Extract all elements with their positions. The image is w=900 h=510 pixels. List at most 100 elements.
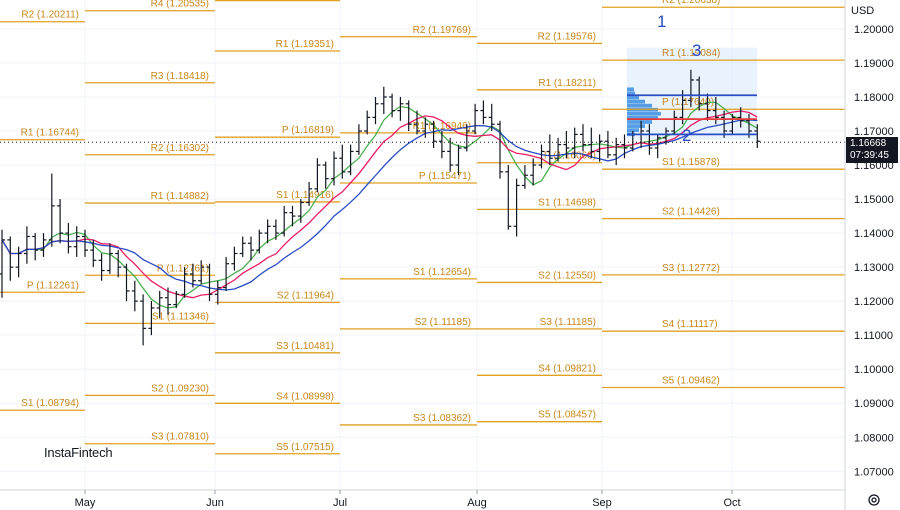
volume-profile-bar <box>627 99 645 104</box>
candle <box>248 236 254 261</box>
candle <box>721 110 728 138</box>
candle <box>289 205 296 227</box>
pivot-label: R2 (1.19576) <box>538 31 596 42</box>
candle <box>704 93 711 121</box>
price-tick-label: 1.12000 <box>854 296 894 308</box>
candle <box>156 290 163 319</box>
pivot-label: R3 (1.18418) <box>151 71 209 82</box>
candle <box>32 233 39 261</box>
pivot-label: S3 (1.10481) <box>276 341 334 352</box>
candle <box>571 127 578 159</box>
candle <box>438 131 445 159</box>
candle <box>347 144 354 176</box>
candle <box>488 103 495 132</box>
price-tick-label: 1.11000 <box>854 330 893 342</box>
pivot-label: S1 (1.08794) <box>21 398 79 409</box>
candle <box>621 134 628 159</box>
candle <box>331 151 337 186</box>
candle <box>546 134 553 166</box>
wave-label: 1 <box>657 12 666 31</box>
time-axis[interactable]: May Jun Jul Aug Sep Oct <box>0 489 845 509</box>
candle <box>123 263 130 302</box>
pivot-label: P (1.16819) <box>282 125 334 136</box>
volume-profile-area <box>627 47 757 140</box>
pivot-label: S5 (1.07515) <box>276 442 334 453</box>
price-tick-label: 1.13000 <box>854 262 894 274</box>
pivot-levels: R2 (1.20211) R1 (1.16744) P (1.12261) S1 (1… <box>0 0 845 455</box>
candle <box>90 239 97 268</box>
candle <box>131 280 138 312</box>
candle <box>314 158 321 193</box>
candle <box>98 253 105 281</box>
pivot-label: R1 (1.14882) <box>151 191 209 202</box>
pivot-label: S2 (1.12550) <box>538 270 596 281</box>
candle <box>173 290 180 308</box>
candle <box>339 144 346 179</box>
pivot-label: P (1.15471) <box>419 171 471 182</box>
moving-averages <box>1 101 758 309</box>
candle <box>380 86 387 114</box>
candle <box>40 233 47 257</box>
price-tick-label: 1.07000 <box>854 466 894 478</box>
pivot-label: S4 (1.08998) <box>276 391 334 402</box>
pivot-label: S5 (1.09462) <box>662 376 720 387</box>
pivot-label: S2 (1.14426) <box>662 207 720 218</box>
price-tick-label: 1.08000 <box>854 432 894 444</box>
pivot-label: R1 (1.19351) <box>276 39 334 50</box>
last-price-tag: 1.16668 07:39:45 <box>846 137 898 163</box>
candle <box>538 144 545 169</box>
settings-gear-icon[interactable] <box>867 493 881 507</box>
pivot-label: S5 (1.08457) <box>538 410 596 421</box>
candle <box>82 229 88 257</box>
pivot-label: S2 (1.11185) <box>415 317 471 328</box>
candle <box>355 124 362 155</box>
candle <box>663 127 669 145</box>
candle <box>73 226 80 257</box>
last-price: 1.16668 <box>850 138 887 149</box>
candle <box>264 219 271 244</box>
candlesticks[interactable] <box>0 69 761 346</box>
candle <box>604 131 611 159</box>
pivot-label: S4 (1.11117) <box>662 319 718 330</box>
candle <box>281 205 288 237</box>
candle <box>198 260 205 285</box>
candle <box>115 250 122 278</box>
price-tick-label: 1.19000 <box>854 58 894 70</box>
pivot-label: S1 (1.12654) <box>413 267 471 278</box>
candle <box>57 199 64 244</box>
candle <box>521 165 528 189</box>
pivot-label: S3 (1.08362) <box>413 413 471 424</box>
candle <box>181 267 188 298</box>
candle <box>372 96 379 125</box>
volume-profile <box>627 47 757 140</box>
candle <box>737 107 744 128</box>
volume-profile-bar <box>627 124 645 128</box>
candle <box>7 236 14 281</box>
pivot-label: S1 (1.14916) <box>276 190 334 201</box>
pivot-label: R1 (1.18211) <box>538 78 596 89</box>
pivot-label: P (1.16068) <box>544 151 596 162</box>
volume-profile-bar <box>627 95 639 100</box>
pivot-label: S1 (1.11346) <box>152 311 209 322</box>
candle <box>0 229 5 298</box>
candle <box>596 134 603 162</box>
candle <box>505 165 512 230</box>
volume-profile-bar <box>627 116 658 120</box>
month-tick-label: Jul <box>333 497 347 509</box>
pivot-label: R4 (1.20535) <box>151 0 209 10</box>
candle <box>588 127 595 159</box>
pivot-label: R2 (1.20638) <box>662 0 720 6</box>
volume-profile-bar <box>627 111 661 116</box>
candle <box>414 110 420 135</box>
currency-label[interactable]: USD <box>851 5 875 17</box>
candle <box>106 243 113 274</box>
candle <box>189 263 196 288</box>
pivot-label: R1 (1.19084) <box>662 48 720 59</box>
candle <box>530 158 537 186</box>
price-tick-label: 1.18000 <box>854 92 894 104</box>
price-axis[interactable]: 1.20000 1.19000 1.18000 1.17000 1.16000 1.150… <box>844 0 894 510</box>
pivot-label: R1 (1.16744) <box>21 128 79 139</box>
candle <box>140 294 147 346</box>
candle <box>472 103 479 135</box>
